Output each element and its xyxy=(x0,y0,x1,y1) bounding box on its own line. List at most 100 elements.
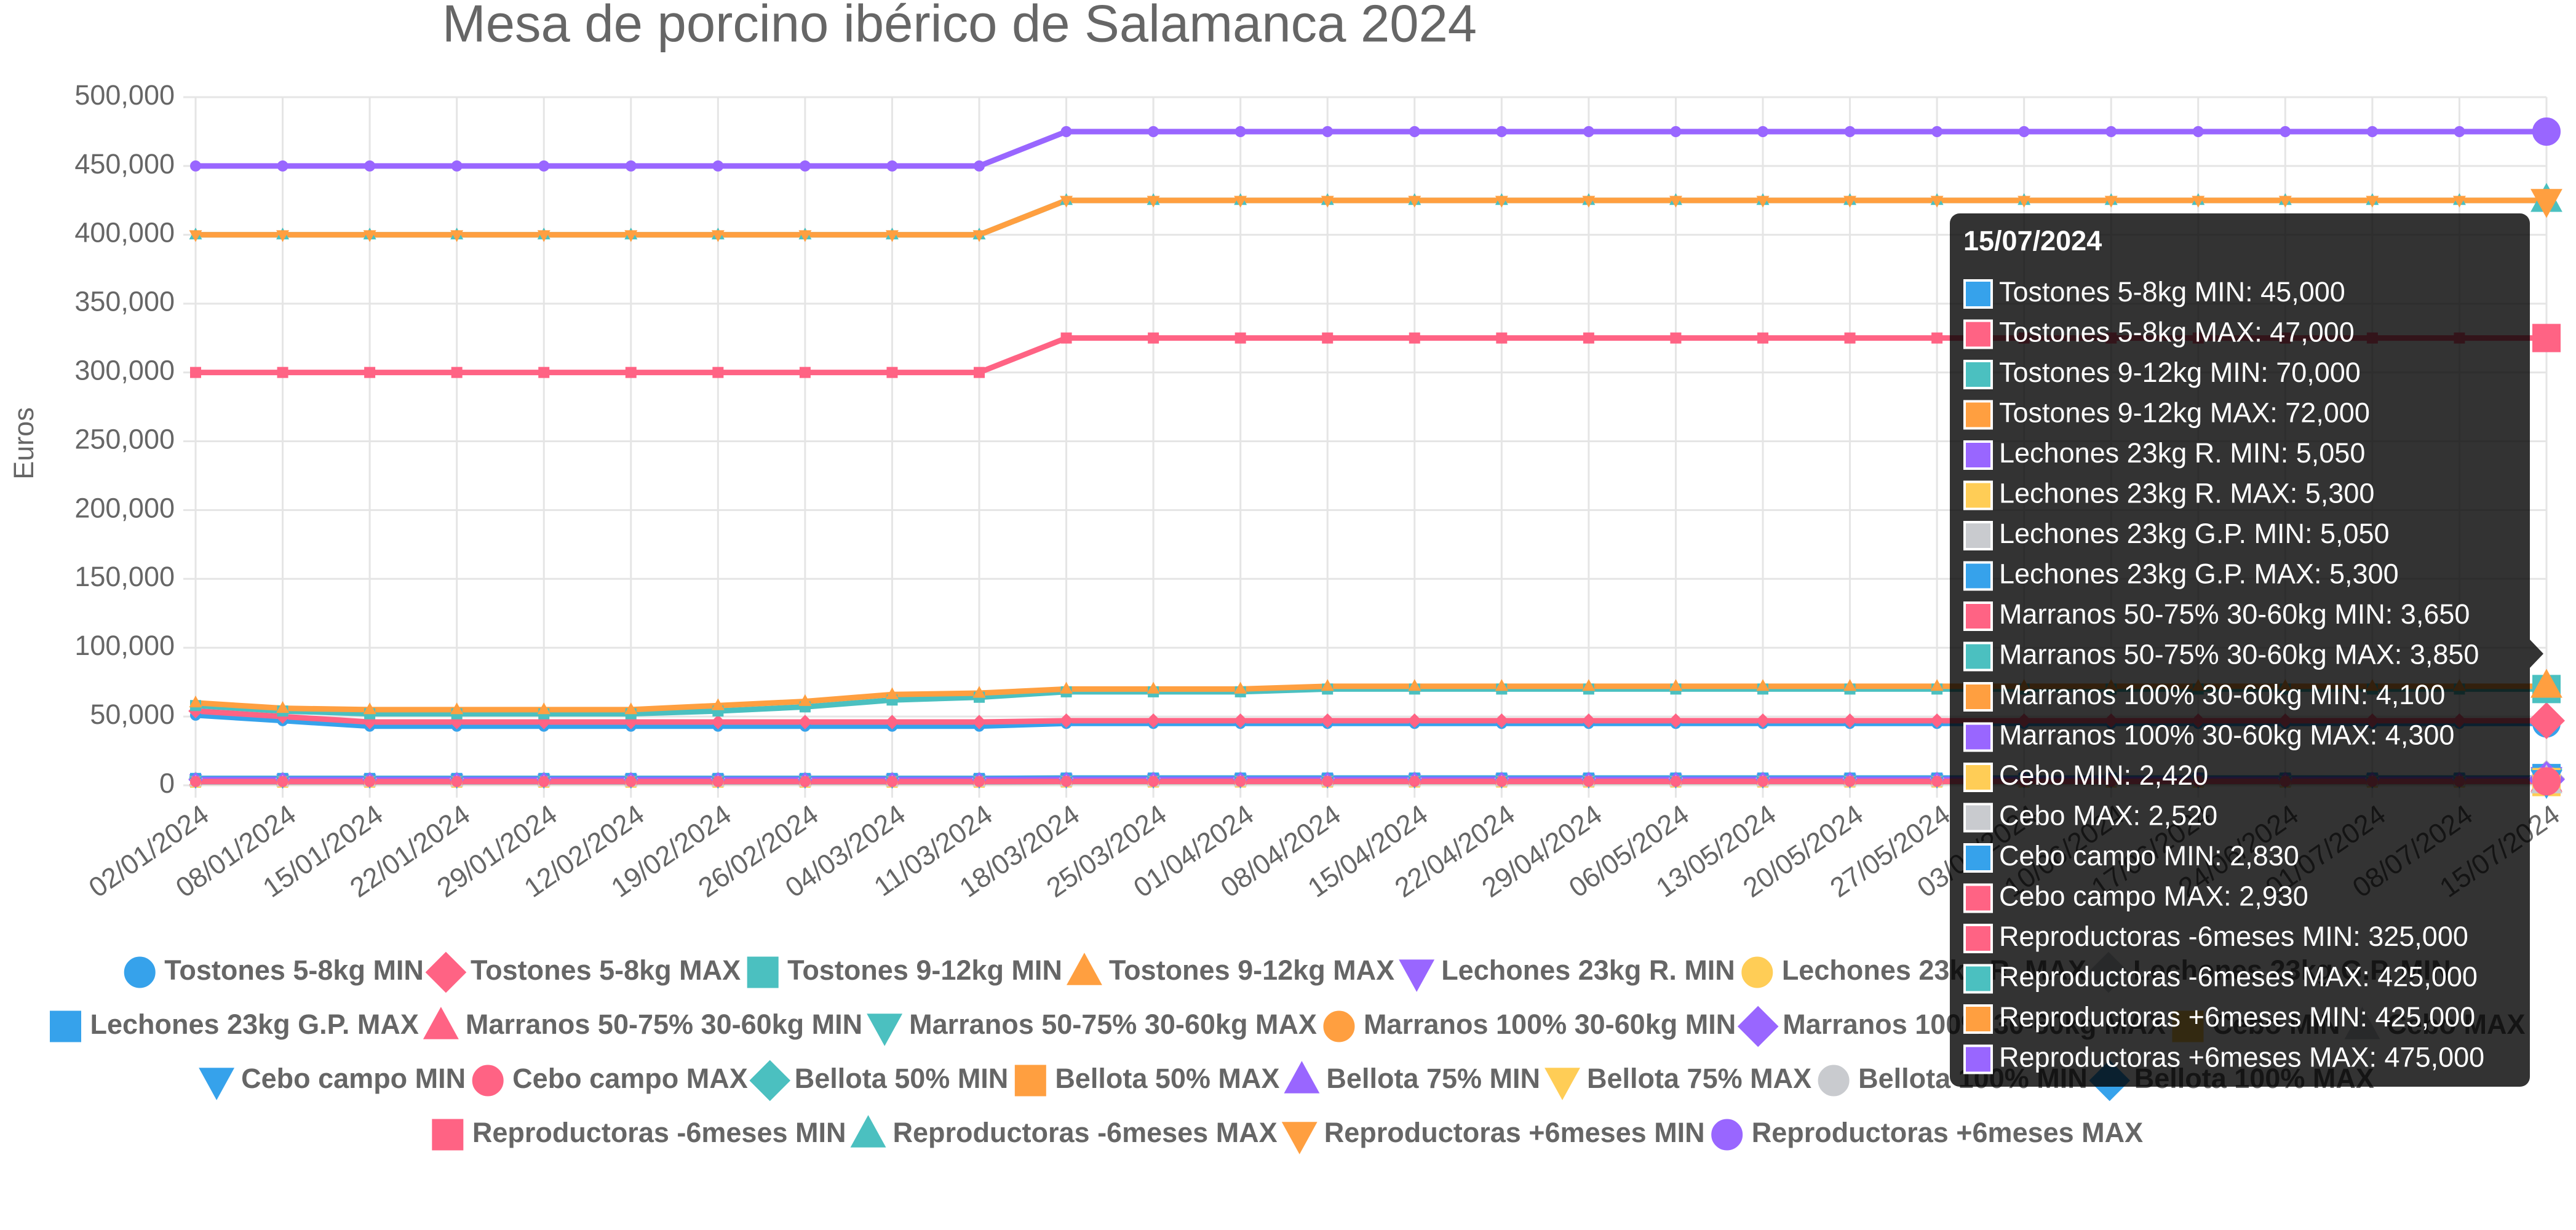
data-point xyxy=(1059,713,1074,728)
data-point xyxy=(1582,679,1596,691)
legend-label: Bellota 75% MAX xyxy=(1587,1063,1811,1094)
data-point xyxy=(2192,125,2204,137)
y-tick-label: 150,000 xyxy=(74,561,175,592)
legend-label: Reproductoras +6meses MAX xyxy=(1752,1117,2143,1148)
legend-item: Lechones 23kg G.P. MAX xyxy=(50,1009,419,1042)
data-point xyxy=(1409,125,1420,137)
tooltip-swatch xyxy=(1963,279,1993,309)
tooltip-item: Tostones 9-12kg MIN: 70,000 xyxy=(1999,357,2361,388)
data-point xyxy=(1147,196,1160,208)
data-point xyxy=(799,367,811,378)
y-tick-label: 0 xyxy=(159,768,175,799)
tooltip-swatch xyxy=(1963,561,1993,591)
tooltip-title: 15/07/2024 xyxy=(1963,225,2102,256)
legend-label: Tostones 5-8kg MIN xyxy=(164,954,424,986)
tooltip-item: Tostones 5-8kg MAX: 47,000 xyxy=(1999,316,2355,347)
tooltip-swatch xyxy=(1963,521,1993,550)
tooltip-swatch xyxy=(1963,803,1993,833)
y-tick-label: 350,000 xyxy=(74,286,175,317)
data-point xyxy=(710,715,726,729)
data-point xyxy=(712,160,724,172)
data-point xyxy=(1496,125,1508,137)
data-point xyxy=(1756,196,1770,208)
data-point xyxy=(711,698,725,710)
tooltip-item: Lechones 23kg G.P. MAX: 5,300 xyxy=(1999,558,2399,589)
data-point xyxy=(1321,679,1334,691)
data-point xyxy=(2366,125,2378,137)
data-point xyxy=(886,367,898,378)
data-point xyxy=(1931,776,1943,787)
data-point xyxy=(1322,125,1334,137)
y-tick-label: 500,000 xyxy=(74,79,175,111)
data-point xyxy=(2017,196,2031,208)
data-point xyxy=(625,367,637,378)
data-point xyxy=(1670,332,1682,344)
y-tick-label: 450,000 xyxy=(74,148,175,180)
legend-marker xyxy=(1281,1122,1318,1154)
data-point xyxy=(798,694,812,706)
legend-item: Bellota 50% MIN xyxy=(749,1060,1009,1101)
data-point xyxy=(799,776,811,787)
tooltip-item: Marranos 50-75% 30-60kg MAX: 3,850 xyxy=(1999,638,2479,670)
legend-label: Bellota 50% MIN xyxy=(795,1063,1009,1094)
tooltip-swatch xyxy=(1963,480,1993,510)
data-point xyxy=(712,367,724,378)
data-point xyxy=(538,160,550,172)
legend-label: Reproductoras +6meses MIN xyxy=(1324,1117,1705,1148)
legend-marker xyxy=(472,1065,504,1097)
tooltip-item: Lechones 23kg R. MIN: 5,050 xyxy=(1999,437,2365,469)
legend-item: Cebo campo MAX xyxy=(472,1063,748,1097)
legend-label: Tostones 5-8kg MAX xyxy=(471,954,741,986)
data-point xyxy=(624,702,638,715)
data-point xyxy=(1234,125,1246,137)
data-point xyxy=(1931,332,1943,344)
legend-marker xyxy=(1544,1068,1580,1100)
data-point xyxy=(1494,713,1509,728)
data-point xyxy=(189,696,202,708)
data-point xyxy=(1582,196,1596,208)
data-point xyxy=(1060,196,1073,208)
tooltip-swatch xyxy=(1963,883,1993,913)
legend-marker xyxy=(749,1060,791,1101)
data-point xyxy=(450,230,464,242)
data-point xyxy=(1844,776,1856,787)
data-point xyxy=(1233,713,1248,728)
legend-item: Marranos 50-75% 30-60kg MIN xyxy=(423,1007,862,1040)
tooltip-swatch xyxy=(1963,964,1993,994)
legend-item: Tostones 9-12kg MAX xyxy=(1066,953,1394,986)
legend-marker xyxy=(1711,1119,1743,1151)
tooltip-item: Cebo MAX: 2,520 xyxy=(1999,800,2217,831)
data-point xyxy=(2280,125,2291,137)
legend-marker xyxy=(425,951,467,993)
data-point xyxy=(2278,196,2292,208)
tooltip-item: Reproductoras -6meses MIN: 325,000 xyxy=(1999,921,2468,952)
tooltip-caret xyxy=(2530,640,2543,668)
data-point xyxy=(537,702,551,715)
data-point xyxy=(190,776,201,787)
data-point xyxy=(1060,125,1072,137)
data-point xyxy=(190,160,201,172)
data-point xyxy=(974,367,985,378)
data-point xyxy=(1496,332,1508,344)
legend-marker xyxy=(124,956,156,988)
legend-marker xyxy=(432,1119,464,1151)
data-point xyxy=(1495,196,1508,208)
data-point xyxy=(798,230,812,242)
data-point xyxy=(1670,125,1682,137)
data-point xyxy=(451,367,463,378)
legend-marker xyxy=(850,1115,886,1148)
data-point xyxy=(712,776,724,787)
tooltip-swatch xyxy=(1963,924,1993,953)
data-point xyxy=(625,160,637,172)
data-point xyxy=(972,230,986,242)
data-point xyxy=(1842,713,1858,728)
tooltip-item: Lechones 23kg R. MAX: 5,300 xyxy=(1999,477,2374,509)
y-tick-label: 250,000 xyxy=(74,423,175,454)
legend-marker xyxy=(50,1010,82,1042)
data-point xyxy=(363,702,376,715)
legend-label: Marranos 50-75% 30-60kg MIN xyxy=(466,1009,862,1040)
data-point xyxy=(538,367,550,378)
legend-marker xyxy=(423,1007,459,1039)
tooltip: 15/07/2024 Tostones 5-8kg MIN: 45,000 Tost… xyxy=(1950,213,2543,1087)
